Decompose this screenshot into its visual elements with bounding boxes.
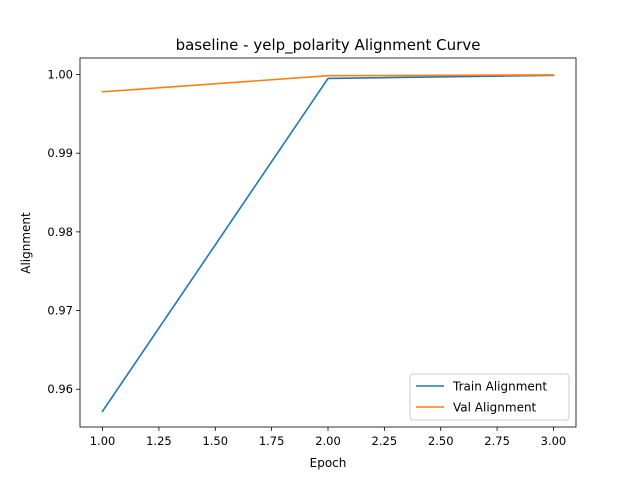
x-tick-label: 2.75 <box>484 434 510 448</box>
y-axis-label: Alignment <box>19 212 33 274</box>
y-tick-label: 0.98 <box>47 225 73 239</box>
x-tick-label: 1.25 <box>146 434 172 448</box>
legend-box <box>409 373 570 421</box>
series-line-0 <box>101 74 555 413</box>
y-tick-label: 0.99 <box>47 146 73 160</box>
y-tick-label: 1.00 <box>47 68 73 82</box>
legend: Train Alignment Val Alignment <box>409 373 570 421</box>
x-axis-label: Epoch <box>310 456 347 470</box>
x-tick-label: 2.25 <box>372 434 398 448</box>
x-tick-label: 1.00 <box>90 434 116 448</box>
x-tick-label: 1.75 <box>259 434 285 448</box>
x-tick-label: 2.00 <box>315 434 341 448</box>
x-tick-label: 2.50 <box>428 434 454 448</box>
x-tick-label: 1.50 <box>202 434 228 448</box>
legend-label-0: Train Alignment <box>452 380 547 394</box>
y-tick-label: 0.96 <box>47 382 73 396</box>
x-tick-label: 3.00 <box>541 434 567 448</box>
axes-frame <box>79 57 577 428</box>
plot-area: 1.00 1.25 1.50 1.75 2.00 2.25 2.50 2.75 3.00 0.96… <box>47 57 577 448</box>
y-tick-label: 0.97 <box>47 304 73 318</box>
series-line-1 <box>101 74 555 93</box>
legend-label-1: Val Alignment <box>453 401 537 415</box>
chart-title: baseline - yelp_polarity Alignment Curve <box>176 36 481 55</box>
